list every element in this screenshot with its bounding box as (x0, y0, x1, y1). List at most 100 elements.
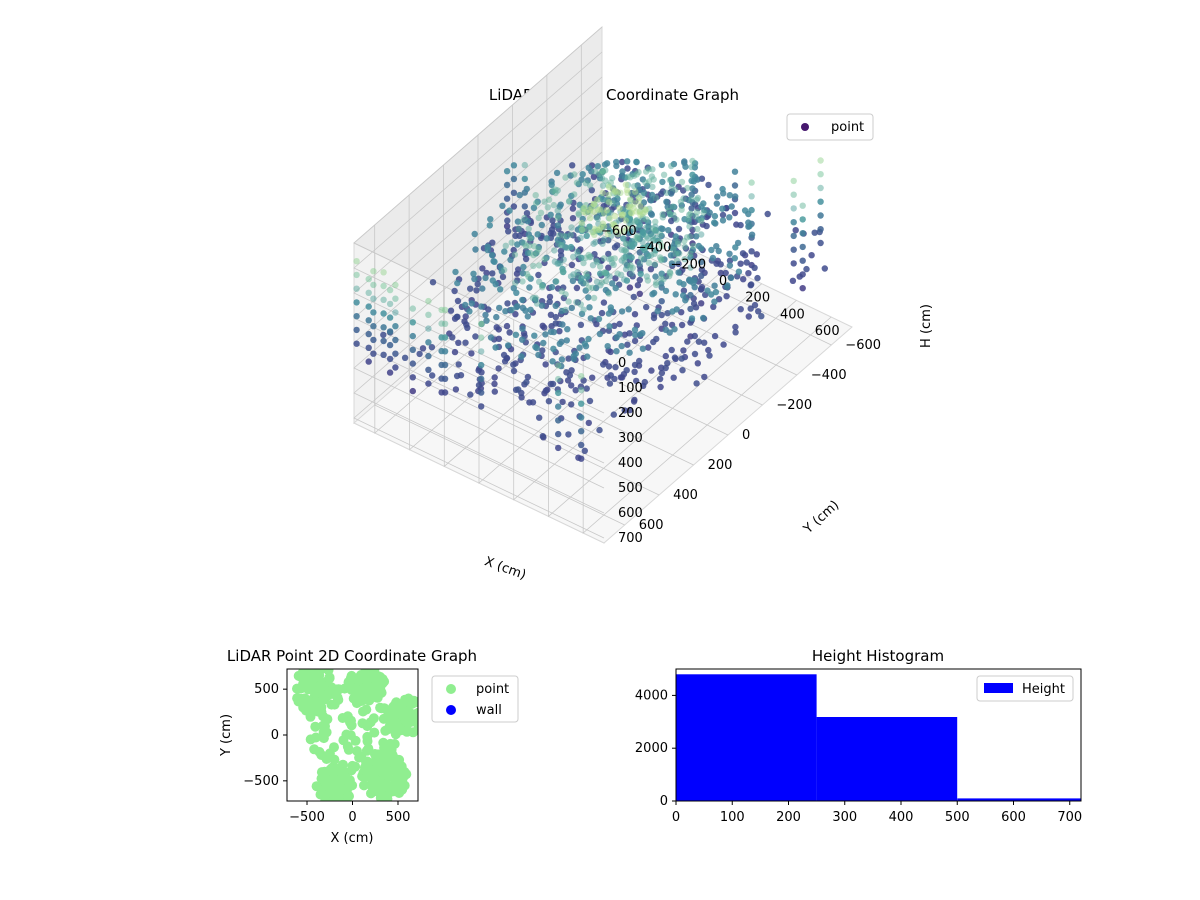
data-point-3d (611, 255, 618, 262)
data-point-3d (636, 357, 643, 365)
data-point-3d (473, 287, 480, 294)
data-point-3d (627, 203, 634, 211)
data-point-3d (811, 229, 818, 236)
data-point-3d (636, 276, 643, 284)
data-point-3d (555, 444, 562, 452)
data-point-3d (525, 225, 532, 232)
x-tick-label-2d: 500 (386, 810, 411, 825)
data-point-3d (552, 313, 559, 321)
data-point-3d (588, 187, 595, 194)
data-point-3d (643, 243, 650, 251)
data-point-3d (392, 364, 399, 371)
data-point-3d (515, 266, 522, 273)
data-point-3d (748, 179, 755, 186)
data-point-2d (297, 683, 308, 693)
data-point-3d (737, 306, 744, 313)
data-point-3d (392, 336, 399, 344)
data-point-3d (687, 291, 694, 299)
data-point-2d (324, 672, 335, 683)
data-point-3d (522, 307, 529, 314)
data-point-3d (634, 282, 642, 289)
data-point-3d (717, 261, 724, 268)
data-point-3d (555, 375, 562, 383)
data-point-3d (526, 284, 533, 291)
data-point-3d (555, 430, 562, 438)
data-point-2d (370, 670, 381, 681)
data-point-3d (530, 262, 537, 270)
data-point-3d (519, 296, 526, 304)
data-point-3d (717, 269, 724, 277)
data-point-3d (626, 349, 633, 356)
data-point-3d (510, 367, 518, 375)
x-tick-label-3d: −200 (670, 257, 706, 272)
data-point-3d (578, 455, 585, 462)
data-point-3d (647, 266, 655, 273)
data-point-3d (589, 374, 596, 381)
data-point-2d (391, 721, 402, 732)
height-histogram-chart: Height Histogram 0 100 200 300 400 500 600 7000… (635, 647, 1082, 825)
data-point-3d (543, 235, 550, 242)
data-point-3d (484, 243, 491, 250)
data-point-3d (689, 185, 696, 192)
data-point-3d (621, 247, 628, 254)
data-point-3d (510, 189, 518, 196)
x-tick-label-histogram: 500 (945, 810, 970, 825)
data-point-3d (715, 296, 723, 303)
data-point-3d (486, 222, 493, 229)
data-point-3d (673, 216, 680, 223)
data-point-3d (748, 231, 756, 238)
data-point-3d (652, 218, 659, 225)
data-point-3d (633, 171, 640, 178)
data-point-2d (346, 684, 357, 695)
data-point-2d (329, 754, 340, 765)
data-point-3d (562, 174, 569, 181)
data-point-3d (667, 270, 674, 277)
data-point-3d (502, 308, 509, 315)
data-point-3d (380, 351, 387, 358)
legend-label-point: point (831, 120, 864, 135)
data-point-3d (532, 192, 539, 199)
data-point-3d (353, 326, 360, 334)
data-point-2d (316, 750, 327, 760)
data-point-3d (542, 387, 550, 394)
data-point-3d (613, 158, 620, 166)
data-point-3d (698, 245, 705, 252)
data-point-3d (720, 341, 727, 348)
data-point-3d (681, 237, 688, 245)
tick-labels-3d: −600−400−2000200400600−600−400−200020040… (601, 224, 881, 546)
data-point-2d (417, 715, 418, 721)
data-point-3d (565, 355, 572, 362)
data-point-3d (370, 323, 377, 330)
data-point-3d (447, 307, 455, 314)
data-point-3d (370, 295, 377, 302)
data-point-3d (539, 433, 546, 440)
data-point-3d (593, 278, 601, 286)
data-point-3d (799, 285, 806, 292)
data-point-3d (611, 222, 619, 230)
data-point-3d (649, 183, 656, 191)
data-point-3d (594, 163, 601, 170)
data-point-3d (521, 203, 528, 210)
data-point-3d (581, 340, 588, 347)
data-point-3d (634, 236, 641, 243)
data-point-3d (726, 257, 734, 264)
data-point-3d (727, 274, 735, 281)
data-point-3d (613, 334, 620, 341)
data-point-2d (364, 695, 375, 706)
data-point-3d (732, 329, 739, 336)
grid-line-y (408, 195, 660, 496)
data-point-3d (698, 286, 705, 293)
data-point-3d (633, 158, 640, 166)
data-point-3d (658, 298, 665, 305)
chart-title-2d: LiDAR Point 2D Coordinate Graph (227, 647, 477, 665)
data-point-3d (643, 224, 650, 231)
data-point-3d (441, 334, 449, 341)
data-point-3d (365, 303, 372, 310)
data-point-3d (616, 205, 623, 212)
data-point-2d (375, 685, 386, 696)
data-point-2d (347, 760, 358, 771)
data-point-3d (604, 343, 611, 350)
data-point-3d (487, 216, 494, 223)
data-point-3d (643, 233, 650, 240)
data-point-3d (599, 189, 606, 197)
